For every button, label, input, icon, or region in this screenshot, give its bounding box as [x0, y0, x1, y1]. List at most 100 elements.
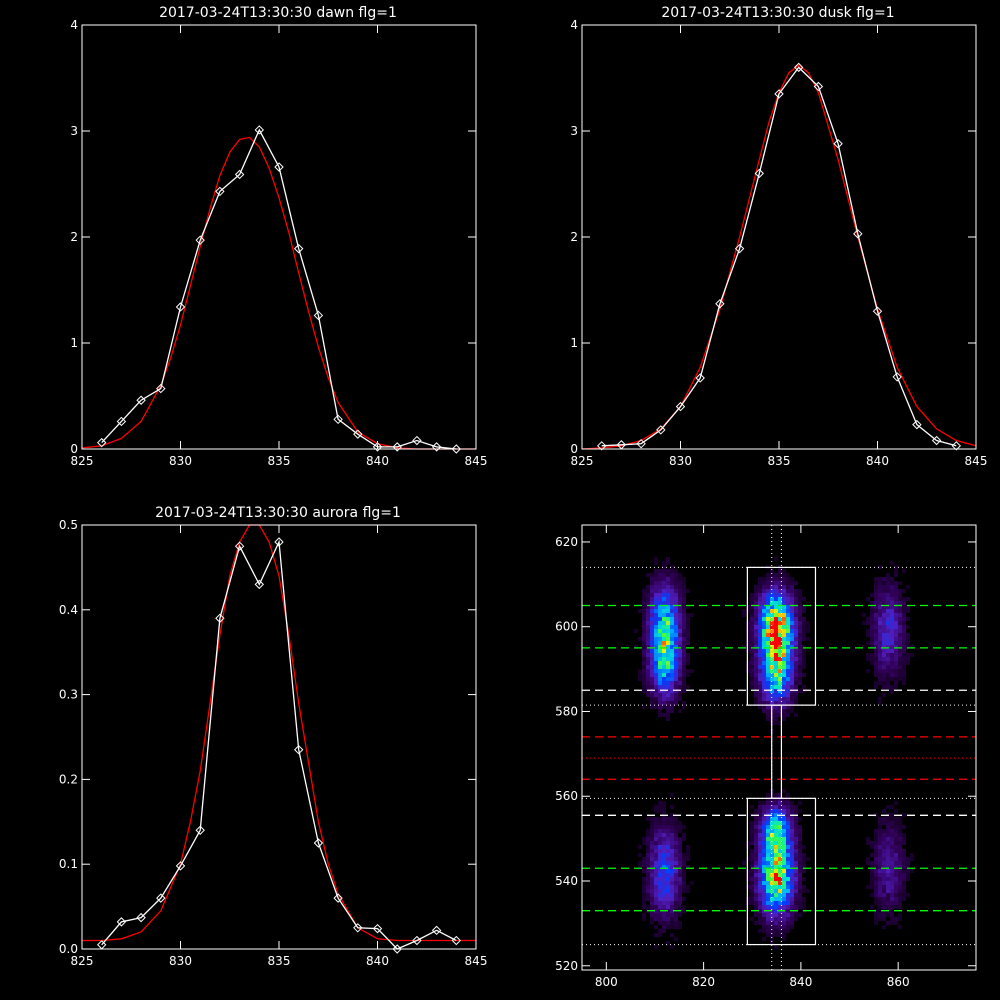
heatmap-cell — [662, 585, 666, 589]
heatmap-cell — [762, 705, 766, 709]
heatmap-cell — [878, 893, 882, 897]
heatmap-cell — [766, 897, 770, 901]
heatmap-cell — [778, 577, 782, 581]
dusk-plot-frame — [581, 24, 977, 450]
heatmap-cell — [658, 845, 662, 849]
heatmap-cell — [790, 833, 794, 837]
heatmap-cell — [782, 693, 786, 697]
heatmap-cell — [762, 617, 766, 621]
heatmap-cell — [898, 669, 902, 673]
heatmap-cell — [874, 593, 878, 597]
heatmap-cell — [802, 633, 806, 637]
heatmap-cell — [794, 613, 798, 617]
heatmap-cell — [670, 861, 674, 865]
heatmap-cell — [898, 581, 902, 585]
heatmap-cell — [642, 905, 646, 909]
heatmap-cell — [802, 605, 806, 609]
heatmap-cell — [882, 857, 886, 861]
heatmap-cell — [750, 661, 754, 665]
heatmap-cell — [658, 581, 662, 585]
heatmap-cell — [674, 921, 678, 925]
heatmap-cell — [758, 705, 762, 709]
heatmap-cell — [802, 637, 806, 641]
heatmap-cell — [674, 633, 678, 637]
heatmap-cell — [654, 905, 658, 909]
heatmap-cell — [766, 881, 770, 885]
heatmap-cell — [786, 697, 790, 701]
heatmap-cell — [802, 889, 806, 893]
heatmap-cell — [898, 673, 902, 677]
heatmap-cell — [882, 677, 886, 681]
heatmap-cell — [890, 921, 894, 925]
heatmap-cell — [794, 621, 798, 625]
heatmap-cell — [774, 829, 778, 833]
heatmap-cell — [754, 821, 758, 825]
heatmap-cell — [650, 833, 654, 837]
heatmap-cell — [770, 817, 774, 821]
heatmap-cell — [654, 901, 658, 905]
heatmap-cell — [774, 929, 778, 933]
heatmap-cell — [886, 913, 890, 917]
heatmap-cell — [762, 865, 766, 869]
heatmap-cell — [794, 713, 798, 717]
heatmap-cell — [894, 601, 898, 605]
heatmap-cell — [870, 645, 874, 649]
heatmap-cell — [782, 685, 786, 689]
heatmap-cell — [798, 825, 802, 829]
heatmap-cell — [882, 893, 886, 897]
heatmap-cell — [666, 605, 670, 609]
heatmap-cell — [742, 645, 746, 649]
heatmap-cell — [878, 625, 882, 629]
heatmap-cell — [666, 881, 670, 885]
heatmap-cell — [790, 673, 794, 677]
heatmap-cell — [798, 849, 802, 853]
heatmap-cell — [890, 645, 894, 649]
heatmap-cell — [790, 637, 794, 641]
heatmap-cell — [778, 873, 782, 877]
heatmap-cell — [782, 801, 786, 805]
heatmap-cell — [794, 825, 798, 829]
heatmap-cell — [658, 857, 662, 861]
heatmap-cell — [646, 613, 650, 617]
heatmap-cell — [670, 709, 674, 713]
heatmap-cell — [666, 625, 670, 629]
heatmap-cell — [750, 645, 754, 649]
heatmap-cell — [802, 649, 806, 653]
heatmap-cell — [762, 709, 766, 713]
heatmap-cell — [886, 849, 890, 853]
heatmap-cell — [886, 885, 890, 889]
heatmap-cell — [886, 845, 890, 849]
heatmap-cell — [870, 841, 874, 845]
heatmap-cell — [682, 657, 686, 661]
heatmap-cell — [774, 593, 778, 597]
heatmap-cell — [902, 637, 906, 641]
heatmap-cell — [746, 669, 750, 673]
heatmap-cell — [758, 809, 762, 813]
heatmap-cell — [682, 649, 686, 653]
heatmap-cell — [794, 917, 798, 921]
heatmap-cell — [890, 869, 894, 873]
heatmap-cell — [762, 589, 766, 593]
heatmap-cell — [898, 873, 902, 877]
heatmap-cell — [682, 837, 686, 841]
heatmap-cell — [642, 645, 646, 649]
heatmap-cell — [678, 853, 682, 857]
heatmap-cell — [758, 617, 762, 621]
heatmap-cell — [786, 669, 790, 673]
heatmap-cell — [894, 921, 898, 925]
heatmap-cell — [682, 905, 686, 909]
heatmap-cell — [682, 881, 686, 885]
heatmap-cell — [650, 921, 654, 925]
image-x-tick-label: 800 — [595, 975, 618, 989]
heatmap-cell — [766, 653, 770, 657]
heatmap-cell — [642, 597, 646, 601]
heatmap-cell — [794, 617, 798, 621]
heatmap-cell — [666, 617, 670, 621]
heatmap-cell — [774, 897, 778, 901]
heatmap-cell — [778, 637, 782, 641]
heatmap-cell — [774, 909, 778, 913]
heatmap-cell — [666, 841, 670, 845]
heatmap-cell — [778, 801, 782, 805]
heatmap-cell — [878, 905, 882, 909]
